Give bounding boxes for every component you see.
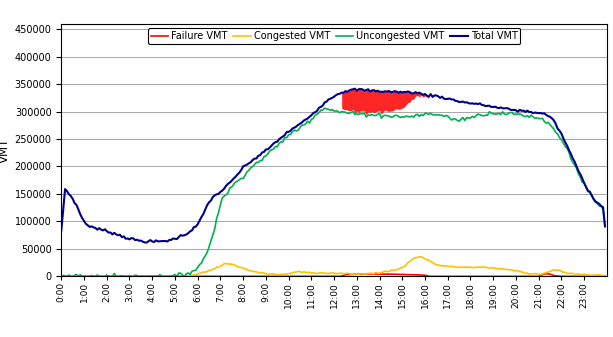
Uncongested VMT: [525, 115, 533, 119]
Failure VMT: [556, 274, 563, 278]
Line: Uncongested VMT: Uncongested VMT: [61, 108, 605, 276]
Failure VMT: [524, 274, 531, 278]
Y-axis label: VMT: VMT: [0, 137, 10, 163]
Uncongested VMT: [334, 109, 341, 113]
Legend: Failure VMT, Congested VMT, Uncongested VMT, Total VMT: Failure VMT, Congested VMT, Uncongested …: [148, 28, 520, 44]
Total VMT: [541, 111, 548, 115]
Congested VMT: [58, 274, 65, 278]
Total VMT: [601, 224, 609, 228]
Uncongested VMT: [105, 274, 112, 278]
Line: Total VMT: Total VMT: [61, 89, 605, 243]
Uncongested VMT: [539, 116, 546, 120]
Uncongested VMT: [321, 106, 329, 110]
Total VMT: [558, 131, 565, 135]
Uncongested VMT: [556, 136, 563, 140]
Congested VMT: [107, 274, 114, 278]
Line: Congested VMT: Congested VMT: [61, 257, 605, 276]
Congested VMT: [417, 255, 425, 259]
Total VMT: [351, 87, 359, 91]
Line: Failure VMT: Failure VMT: [61, 274, 605, 276]
Uncongested VMT: [601, 225, 609, 229]
Total VMT: [58, 228, 65, 233]
Failure VMT: [537, 273, 544, 277]
Congested VMT: [63, 274, 70, 278]
Total VMT: [143, 241, 150, 245]
Failure VMT: [601, 274, 609, 278]
Congested VMT: [601, 274, 609, 278]
Failure VMT: [105, 274, 112, 278]
Congested VMT: [541, 271, 548, 275]
Congested VMT: [518, 270, 525, 274]
Congested VMT: [558, 269, 565, 273]
Total VMT: [527, 110, 535, 114]
Total VMT: [105, 231, 112, 235]
Failure VMT: [543, 272, 550, 276]
Uncongested VMT: [58, 274, 65, 278]
Total VMT: [334, 92, 341, 96]
Total VMT: [518, 109, 525, 113]
Failure VMT: [58, 274, 65, 278]
Congested VMT: [334, 272, 341, 276]
Congested VMT: [527, 272, 535, 276]
Failure VMT: [332, 274, 340, 278]
Uncongested VMT: [516, 112, 524, 116]
Failure VMT: [514, 274, 522, 278]
